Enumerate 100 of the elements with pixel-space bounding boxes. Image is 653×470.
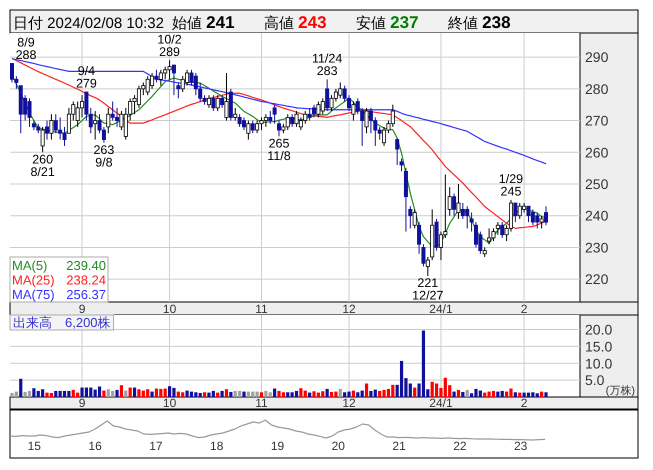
annotation: 238.24 (66, 272, 106, 288)
bar (220, 390, 224, 397)
x-tick-label: 10 (162, 302, 177, 316)
y-tick-label: 250 (585, 176, 609, 192)
annotation: 1/29 245 (498, 172, 524, 198)
candlestick (308, 107, 312, 122)
x-tick-label: 12 (342, 302, 356, 316)
bar (54, 390, 58, 397)
x-tick-label: 2 (520, 396, 528, 410)
bar (391, 384, 394, 397)
bar (386, 388, 390, 397)
bar (294, 390, 298, 397)
y-axis-title: (万株) (606, 384, 635, 397)
candlestick (286, 114, 290, 131)
bar (251, 392, 254, 397)
candlestick (294, 110, 299, 128)
candlestick (255, 120, 260, 134)
candlestick (154, 69, 158, 83)
candlestick (500, 222, 504, 238)
candlestick (58, 116, 62, 140)
candlestick (110, 101, 115, 122)
y-tick-label: 10.0 (585, 355, 612, 372)
bar (452, 392, 456, 397)
x-tick-label: 10 (162, 396, 177, 410)
text: 終値 238 (447, 13, 511, 32)
bar (124, 390, 128, 397)
bar (242, 392, 246, 397)
bar (321, 391, 324, 397)
annotation: 256.37 (66, 287, 106, 302)
bar (364, 384, 368, 397)
bar (128, 388, 132, 397)
text: 始値 241 (172, 13, 235, 32)
bar (102, 390, 106, 397)
candlestick (351, 101, 356, 122)
candlestick (158, 69, 163, 86)
bar (190, 392, 194, 397)
candlestick (320, 98, 325, 115)
candlestick (220, 94, 224, 108)
candlestick (364, 107, 369, 134)
bar (154, 388, 158, 397)
bar (352, 390, 356, 397)
candlestick (146, 76, 150, 96)
bar (378, 390, 382, 397)
bar (330, 392, 334, 397)
x-tick-label: 16 (88, 439, 102, 453)
bar (413, 388, 416, 397)
bar (202, 392, 206, 397)
bar (132, 388, 136, 397)
bar (492, 390, 496, 397)
candlestick (250, 120, 255, 134)
annotation: 239.40 (66, 258, 106, 273)
x-tick-label: 2 (520, 302, 528, 316)
bar (212, 390, 215, 397)
candlestick (224, 72, 228, 122)
candlestick (45, 120, 50, 140)
bar (282, 392, 285, 397)
candlestick (400, 158, 404, 172)
candlestick (176, 82, 180, 99)
bar (80, 388, 84, 397)
bar (260, 392, 264, 397)
bar (466, 390, 469, 397)
y-tick-label: 270 (585, 112, 609, 129)
bar (24, 392, 27, 397)
legend: MA(5) 239.40 MA(25) 238.24 MA(75) 256.37 (10, 256, 108, 302)
annotation: 11/24 283 (312, 51, 342, 78)
candlestick (382, 126, 386, 146)
annotation: 263 9/8 (93, 142, 114, 170)
bar (62, 390, 66, 397)
candlestick (49, 114, 54, 140)
bar (36, 390, 40, 397)
candlestick (211, 94, 216, 112)
bar (50, 392, 53, 397)
bar (544, 392, 548, 397)
bar (483, 392, 486, 397)
bar (137, 389, 141, 397)
y-tick-label: 280 (585, 80, 609, 97)
bar (461, 392, 464, 397)
candlestick (40, 126, 45, 153)
bar (45, 392, 49, 397)
x-tick-label: 19 (270, 439, 284, 453)
candlestick (540, 215, 544, 229)
bar (526, 392, 530, 397)
bar (514, 392, 517, 397)
candlestick (395, 138, 400, 166)
candlestick (460, 202, 465, 220)
y-tick-label: 15.0 (585, 338, 612, 354)
x-tick-label: 22 (453, 439, 467, 453)
candlestick (535, 212, 540, 229)
bar (67, 390, 70, 397)
bar (84, 388, 88, 397)
bar (277, 390, 281, 397)
bar (374, 390, 377, 397)
bar (273, 388, 276, 397)
bar (286, 392, 290, 397)
candlestick (390, 104, 395, 128)
bar (172, 388, 176, 397)
candlestick (513, 202, 518, 223)
annotation: 8/9 288 (16, 35, 36, 62)
bar (505, 392, 508, 397)
candlestick (491, 228, 496, 242)
